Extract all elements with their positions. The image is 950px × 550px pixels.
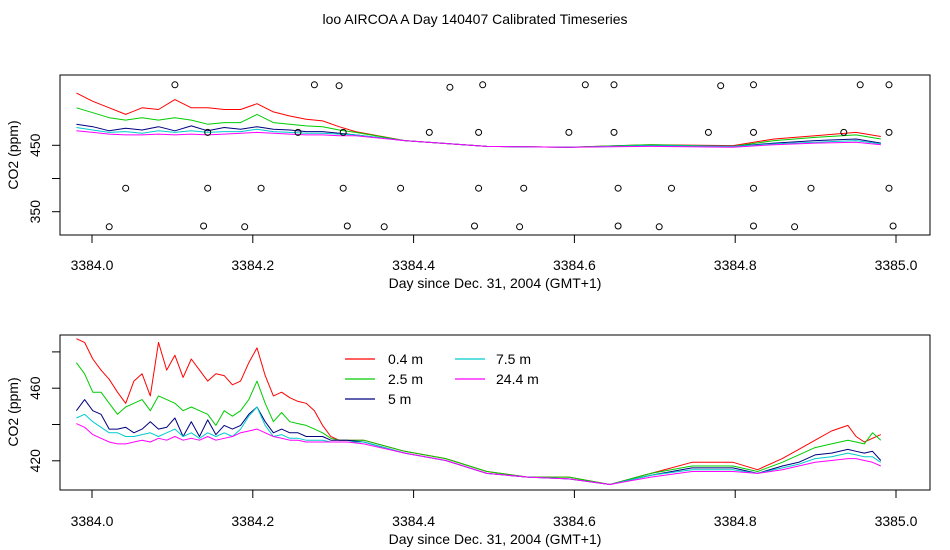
data-point (614, 184, 622, 192)
data-point (200, 222, 208, 230)
data-point (471, 222, 478, 230)
legend: 0.4 m 2.5 m 5 m 7.5 m 24.4 m (345, 351, 539, 407)
data-point (204, 184, 212, 192)
data-point (397, 184, 405, 192)
legend-label-24-4-m: 24.4 m (496, 371, 539, 387)
data-point (885, 184, 893, 192)
data-point (750, 128, 757, 136)
data-point (257, 184, 265, 192)
data-point (105, 223, 113, 231)
x-axis-label-2: Day since Dec. 31, 2004 (GMT+1) (389, 531, 602, 547)
y-axis-label-2: CO2 (ppm) (5, 377, 21, 446)
data-point (520, 184, 528, 192)
series-line-1-3 (76, 127, 881, 148)
data-point (581, 81, 589, 89)
data-point (122, 184, 130, 192)
data-point (380, 223, 388, 231)
data-point (885, 128, 893, 136)
legend-label-5-m: 5 m (388, 391, 411, 407)
series-line-2-4 (76, 423, 882, 485)
data-point (610, 81, 618, 89)
x-tick-label-1-1: 3384.2 (231, 257, 274, 273)
data-point (655, 223, 663, 231)
data-point (479, 81, 487, 89)
x-tick-label-1-0: 3384.0 (71, 257, 114, 273)
data-point (750, 81, 757, 89)
chart-panel-1: 350 450 3384.0 3384.2 3384.4 3384.6 3384… (5, 74, 931, 291)
data-point (516, 223, 524, 231)
x-tick-label-2-1: 3384.2 (231, 513, 274, 529)
y-tick-label-2-460: 460 (27, 376, 43, 400)
series-line-1-4 (76, 130, 881, 148)
x-tick-label-1-5: 3385.0 (875, 257, 918, 273)
y-axis-label-1: CO2 (ppm) (5, 120, 21, 189)
series-line-2-0 (76, 338, 882, 485)
data-point (339, 128, 347, 136)
data-point (339, 184, 347, 192)
data-point (425, 128, 433, 136)
x-axis-2: 3384.0 3384.2 3384.4 3384.6 3384.8 3385.… (71, 489, 918, 529)
x-tick-label-2-4: 3384.8 (714, 513, 757, 529)
plot-area-2 (75, 338, 882, 485)
data-point (294, 128, 302, 136)
y-axis-2: 420 460 (27, 351, 60, 473)
data-point (446, 83, 454, 91)
data-point (610, 128, 618, 136)
x-tick-label-2-3: 3384.6 (553, 513, 596, 529)
plot-area-1 (76, 81, 897, 231)
x-tick-label-2-0: 3384.0 (71, 513, 114, 529)
legend-label-7-5-m: 7.5 m (496, 351, 531, 367)
y-tick-label-2-420: 420 (27, 449, 43, 473)
series-line-1-0 (76, 92, 881, 148)
data-point (668, 184, 675, 192)
x-tick-label-2-5: 3385.0 (875, 513, 918, 529)
x-axis-label-1: Day since Dec. 31, 2004 (GMT+1) (389, 275, 602, 291)
series-line-2-1 (75, 362, 882, 485)
data-point (241, 223, 249, 231)
data-point (717, 82, 725, 90)
x-tick-label-2-2: 3384.4 (392, 513, 435, 529)
x-tick-label-1-3: 3384.6 (553, 257, 596, 273)
data-point (614, 222, 622, 230)
data-point (335, 82, 343, 90)
data-point (889, 222, 897, 230)
data-point (204, 128, 212, 136)
data-point (856, 81, 864, 89)
data-point (840, 128, 848, 136)
data-point (310, 81, 318, 89)
y-tick-label-1-450: 450 (27, 133, 43, 157)
x-tick-label-1-4: 3384.8 (714, 257, 757, 273)
data-point (791, 223, 799, 231)
data-point (565, 128, 573, 136)
data-point (475, 184, 483, 192)
data-point (750, 184, 757, 192)
data-point (343, 222, 351, 230)
chart-panel-2: 420 460 3384.0 3384.2 3384.4 3384.6 3384… (5, 334, 931, 547)
x-tick-label-1-2: 3384.4 (392, 257, 435, 273)
figure-title: loo AIRCOA A Day 140407 Calibrated Times… (322, 11, 627, 27)
data-point (475, 128, 483, 136)
data-point (171, 81, 179, 89)
legend-label-0-4-m: 0.4 m (388, 351, 423, 367)
y-axis-1: 350 450 (27, 133, 60, 223)
y-tick-label-1-350: 350 (27, 200, 43, 224)
legend-label-2-5-m: 2.5 m (388, 371, 423, 387)
data-point (750, 222, 757, 230)
data-point (885, 81, 893, 89)
data-point (807, 184, 815, 192)
x-axis-1: 3384.0 3384.2 3384.4 3384.6 3384.8 3385.… (71, 234, 918, 273)
data-point (704, 128, 712, 136)
